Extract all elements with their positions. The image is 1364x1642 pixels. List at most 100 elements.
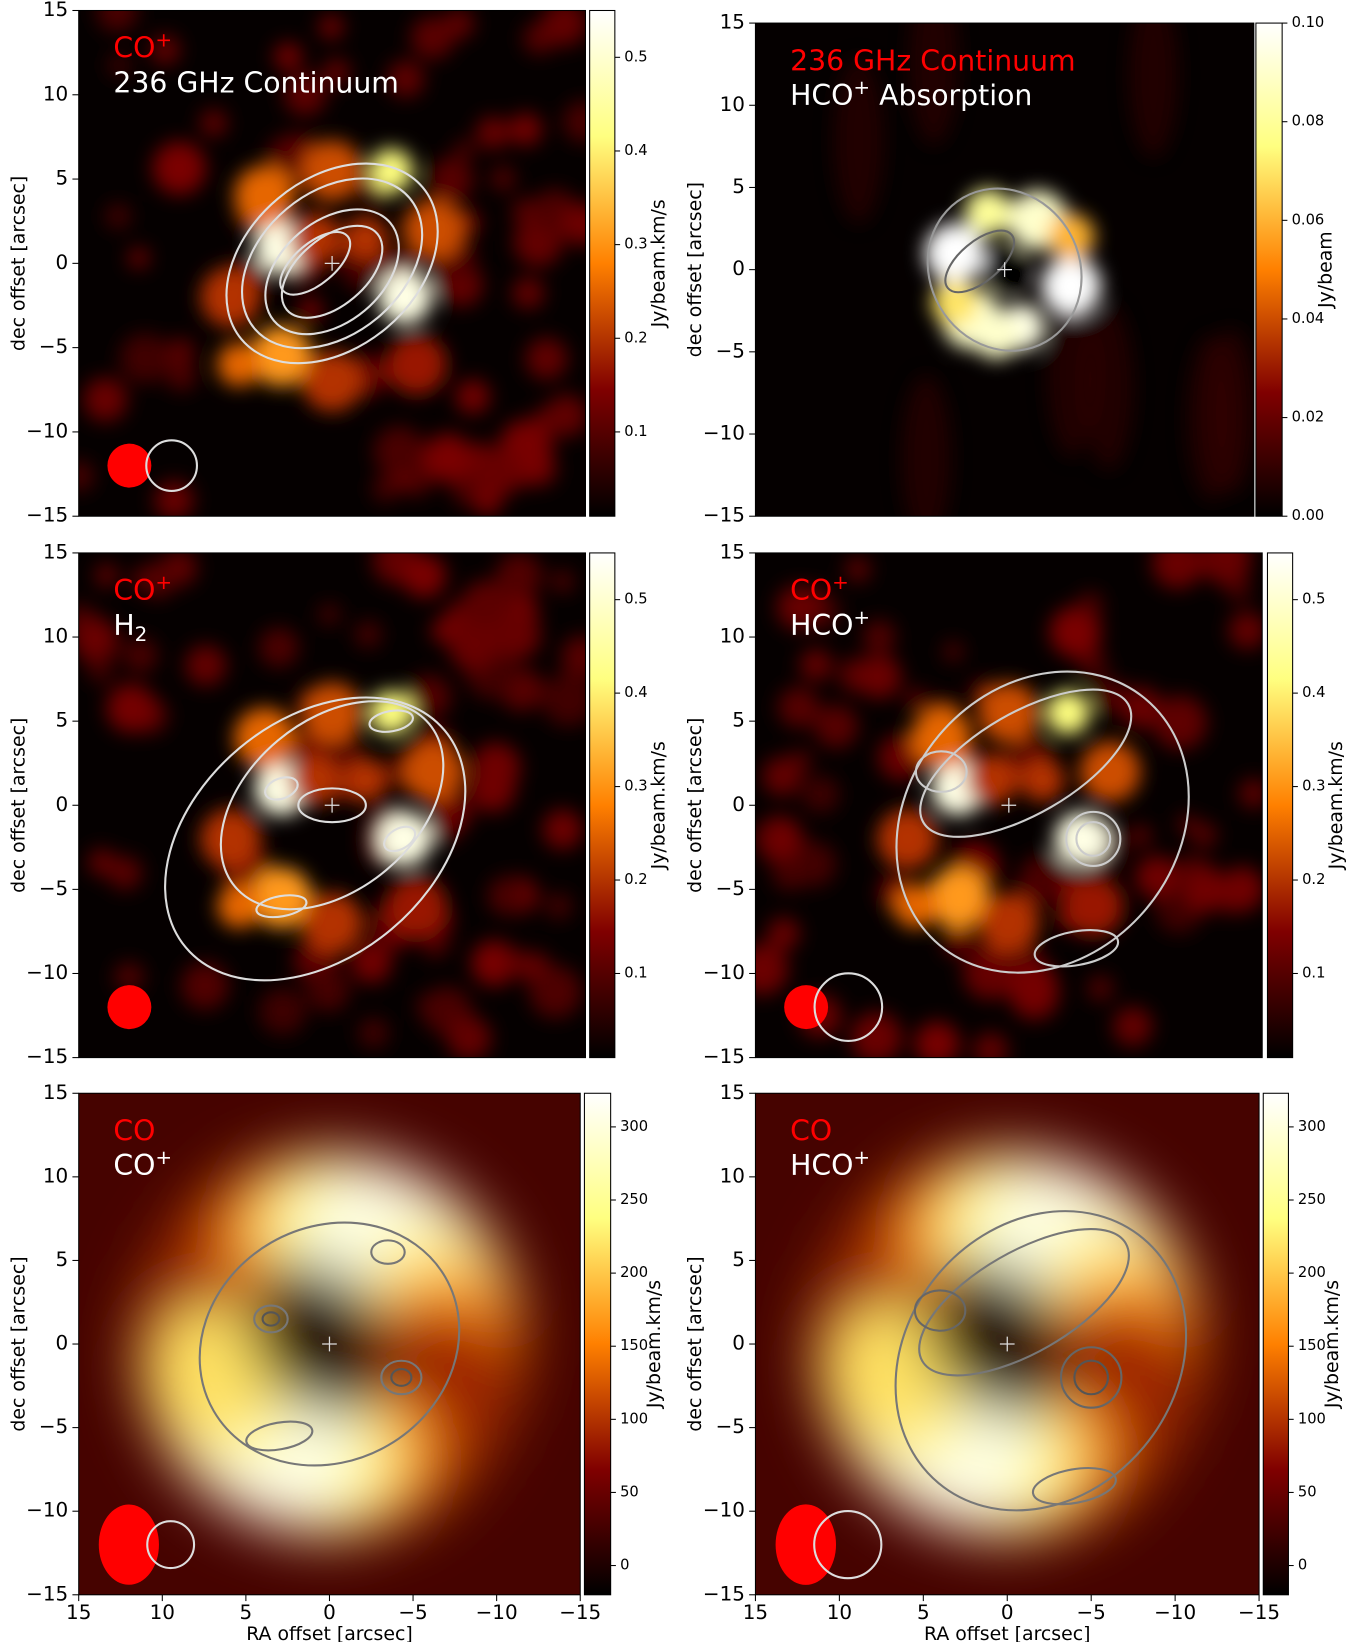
noise-blob <box>354 621 381 648</box>
label-segment: + <box>155 1146 172 1169</box>
colorbar-tick-label: 200 <box>620 1264 648 1281</box>
noise-blob <box>129 248 149 268</box>
x-tick-label: 5 <box>917 1601 930 1624</box>
noise-blob <box>318 603 341 626</box>
noise-blob <box>307 969 350 1012</box>
y-tick-label: 10 <box>43 82 68 105</box>
colorbar <box>590 553 615 1058</box>
noise-blob <box>455 379 490 414</box>
y-tick-label: −10 <box>26 1499 68 1522</box>
x-tick-label: 0 <box>1001 1601 1014 1624</box>
emission-blob <box>1054 812 1108 866</box>
label-segment: + <box>155 29 172 52</box>
colorbar-tick-label: 0.06 <box>1292 211 1325 228</box>
x-tick-label: −15 <box>1238 1601 1280 1624</box>
noise-blob <box>1153 696 1207 750</box>
emission-blob <box>1046 691 1090 735</box>
y-tick-label: 5 <box>732 175 745 198</box>
noise-blob <box>470 448 521 499</box>
colorbar <box>584 1093 610 1595</box>
noise-blob <box>259 627 299 667</box>
colorbar-tick-label: 300 <box>620 1118 648 1135</box>
noise-blob <box>298 298 323 323</box>
x-tick-label: −10 <box>1154 1601 1196 1624</box>
colorbar-tick-label: 0.3 <box>624 236 647 253</box>
panel-label: 236 GHz Continuum <box>790 44 1076 77</box>
colorbar-tick-label: 100 <box>1298 1410 1326 1427</box>
colorbar-tick-label: 0 <box>1298 1557 1307 1574</box>
noise-blob <box>778 687 819 728</box>
colorbar-tick-label: 0 <box>620 1557 629 1574</box>
noise-blob <box>1199 532 1251 584</box>
y-tick-label: 5 <box>56 1248 69 1271</box>
noise-blob <box>475 491 500 516</box>
label-segment: CO <box>113 1114 155 1147</box>
noise-blob <box>504 950 531 977</box>
colorbar-label: Jy/beam <box>1315 231 1337 309</box>
x-axis-label: RA offset [arcsec] <box>924 1623 1091 1642</box>
y-tick-label: −5 <box>716 877 745 900</box>
x-axis-label: RA offset [arcsec] <box>246 1623 413 1642</box>
noise-blob <box>402 554 446 598</box>
label-segment: 236 GHz Continuum <box>113 66 399 99</box>
label-segment: CO <box>113 32 155 65</box>
noise-blob <box>372 475 399 502</box>
emission-blob <box>967 755 1018 806</box>
label-segment: + <box>832 571 849 594</box>
y-axis-label: dec offset [arcsec] <box>7 718 29 893</box>
beam <box>99 1505 159 1585</box>
colorbar-tick-label: 0.2 <box>624 871 647 888</box>
noise-blob <box>167 338 195 366</box>
y-tick-label: 5 <box>732 1248 745 1271</box>
colorbar-tick-label: 0.5 <box>624 591 647 608</box>
emission-blob <box>302 351 363 412</box>
x-tick-label: 5 <box>240 1601 253 1624</box>
colorbar-label: Jy/beam.km/s <box>647 741 669 870</box>
x-tick-label: −15 <box>559 1601 601 1624</box>
y-tick-label: 10 <box>720 1164 745 1187</box>
label-segment: + <box>853 76 870 99</box>
y-tick-label: 15 <box>720 540 745 563</box>
noise-blob <box>526 338 568 380</box>
x-tick-label: 10 <box>827 1601 852 1624</box>
y-tick-label: −5 <box>39 877 68 900</box>
emission-blob <box>217 343 261 387</box>
noise-blob <box>83 378 127 422</box>
colorbar-tick-label: 0.08 <box>1292 113 1325 130</box>
y-tick-label: −15 <box>703 1582 745 1605</box>
colorbar <box>590 10 615 516</box>
label-segment: CO <box>790 1114 832 1147</box>
noise-blob <box>153 141 207 195</box>
noise-blob <box>200 109 227 136</box>
y-tick-label: 15 <box>720 1081 745 1104</box>
noise-blob <box>106 684 155 733</box>
noise-blob <box>1229 612 1267 650</box>
y-tick-label: 0 <box>732 257 745 280</box>
y-tick-label: −10 <box>703 1499 745 1522</box>
colorbar-tick-label: 0.4 <box>1302 684 1325 701</box>
emission-blob <box>894 884 938 928</box>
colorbar-tick-label: 0.4 <box>624 142 647 159</box>
y-tick-label: 5 <box>56 167 69 190</box>
y-tick-label: 0 <box>732 1332 745 1355</box>
colorbar-tick-label: 0.1 <box>1302 964 1325 981</box>
y-tick-label: −10 <box>26 961 68 984</box>
beam <box>776 1504 836 1585</box>
noise-blob <box>1113 1007 1153 1047</box>
emission-blob <box>978 893 1039 954</box>
noise-blob <box>905 688 928 711</box>
y-tick-label: −5 <box>716 1415 745 1438</box>
label-segment: 2 <box>135 623 148 646</box>
image <box>63 537 604 1060</box>
noise-blob <box>444 8 474 38</box>
emission-blob <box>302 682 363 743</box>
noise-blob <box>1219 867 1264 912</box>
y-axis-label: dec offset [arcsec] <box>7 176 29 351</box>
y-tick-label: 0 <box>732 793 745 816</box>
y-axis-label: dec offset [arcsec] <box>684 182 706 357</box>
noise-blob <box>943 641 964 662</box>
y-tick-label: 5 <box>732 709 745 732</box>
x-tick-label: −10 <box>476 1601 518 1624</box>
noise-blob <box>469 765 516 812</box>
colorbar-tick-label: 0.5 <box>624 48 647 65</box>
